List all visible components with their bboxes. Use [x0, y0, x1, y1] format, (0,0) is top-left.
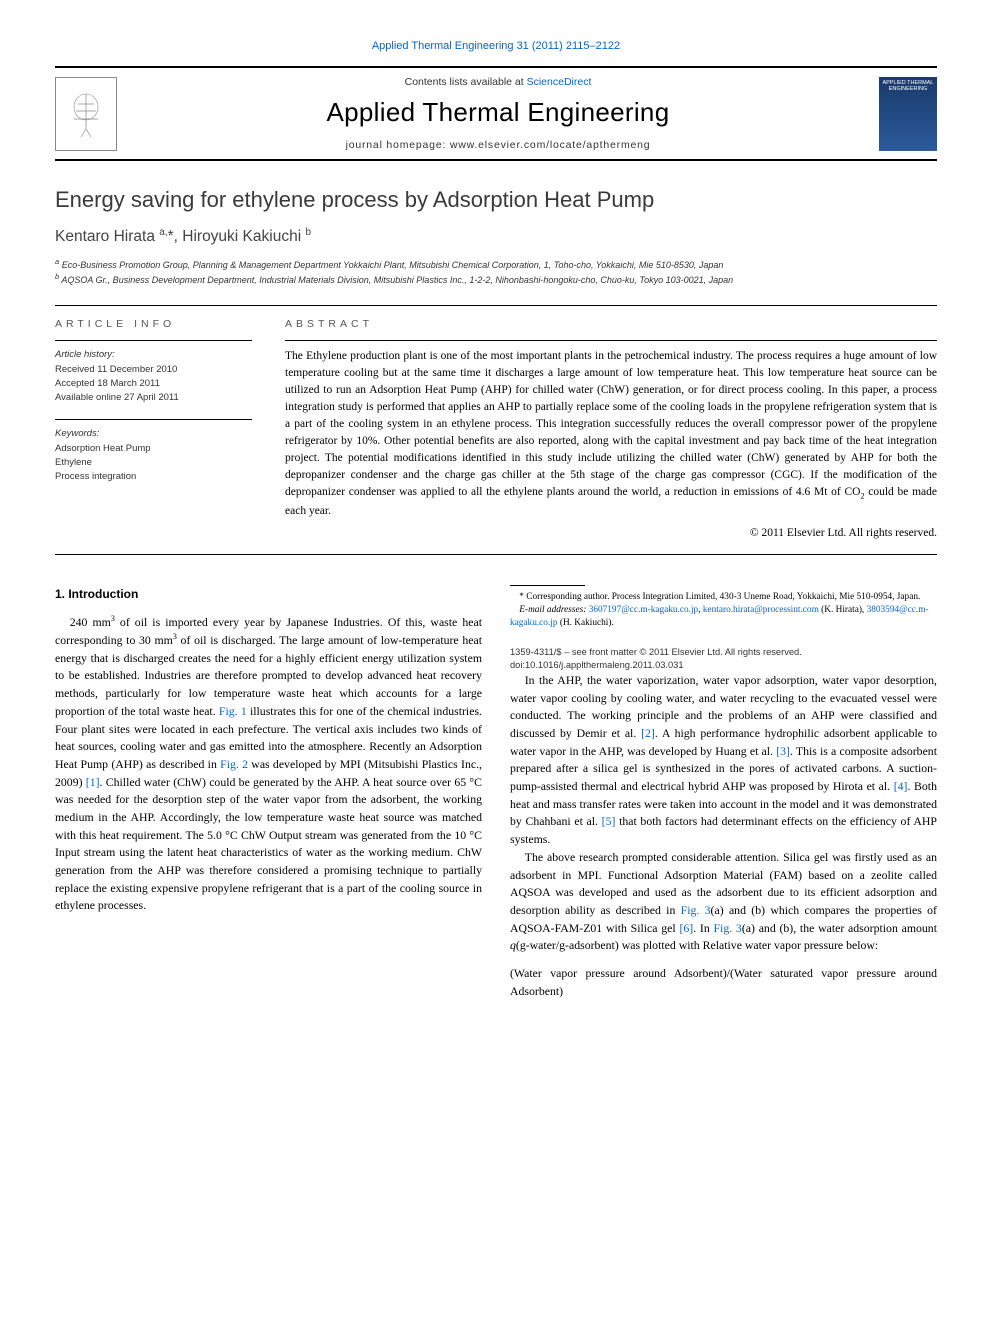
history-online: Available online 27 April 2011: [55, 391, 252, 405]
intro-para-1: 240 mm3 of oil is imported every year by…: [55, 613, 482, 916]
corresponding-author: * Corresponding author. Process Integrat…: [510, 591, 937, 604]
email-label: E-mail addresses:: [519, 605, 586, 615]
email-1[interactable]: 3607197@cc.m-kagaku.co.jp: [589, 605, 699, 615]
sciencedirect-link[interactable]: ScienceDirect: [527, 76, 592, 88]
header-center: Contents lists available at ScienceDirec…: [131, 76, 865, 151]
body-columns: 1. Introduction 240 mm3 of oil is import…: [55, 585, 937, 1001]
email-2[interactable]: kentaro.hirata@processint.com: [703, 605, 819, 615]
affiliations: a Eco-Business Promotion Group, Planning…: [55, 257, 937, 287]
keywords-label: Keywords:: [55, 427, 252, 441]
article-info: ARTICLE INFO Article history: Received 1…: [55, 306, 267, 553]
footnote-rule: [510, 585, 585, 586]
fig1-link[interactable]: Fig. 1: [219, 704, 247, 718]
intro-para-2: In the AHP, the water vaporization, wate…: [510, 672, 937, 849]
journal-cover-thumbnail: APPLIED THERMAL ENGINEERING: [879, 77, 937, 151]
keywords-block: Keywords: Adsorption Heat Pump Ethylene …: [55, 419, 252, 484]
ref4-link[interactable]: [4]: [894, 779, 908, 793]
article-history: Article history: Received 11 December 20…: [55, 340, 252, 405]
history-label: Article history:: [55, 348, 252, 362]
footnotes: * Corresponding author. Process Integrat…: [510, 591, 937, 631]
article-title: Energy saving for ethylene process by Ad…: [55, 187, 937, 213]
doi: doi:10.1016/j.applthermaleng.2011.03.031: [510, 659, 937, 672]
author-1-affil: a,: [159, 227, 167, 238]
journal-header: Contents lists available at ScienceDirec…: [55, 66, 937, 161]
formula: (Water vapor pressure around Adsorbent)/…: [510, 964, 937, 1001]
p1f: . Chilled water (ChW) could be generated…: [55, 775, 482, 913]
author-2: Hiroyuki Kakiuchi: [182, 228, 301, 245]
contents-line: Contents lists available at ScienceDirec…: [131, 76, 865, 88]
info-abstract-row: ARTICLE INFO Article history: Received 1…: [55, 305, 937, 554]
page: Applied Thermal Engineering 31 (2011) 21…: [0, 0, 992, 1041]
affiliation-b-text: AQSOA Gr., Business Development Departme…: [61, 275, 733, 285]
affiliation-a-text: Eco-Business Promotion Group, Planning &…: [62, 260, 724, 270]
history-accepted: Accepted 18 March 2011: [55, 377, 252, 391]
p3e: (g-water/g-adsorbent) was plotted with R…: [516, 938, 878, 952]
history-received: Received 11 December 2010: [55, 363, 252, 377]
affiliation-a: a Eco-Business Promotion Group, Planning…: [55, 257, 937, 272]
article-info-heading: ARTICLE INFO: [55, 318, 252, 330]
p3d: (a) and (b), the water adsorption amount: [742, 921, 937, 935]
ref5-link[interactable]: [5]: [602, 814, 616, 828]
p3c: . In: [693, 921, 713, 935]
abstract: ABSTRACT The Ethylene production plant i…: [267, 306, 937, 553]
elsevier-tree-icon: [66, 89, 106, 139]
keyword-3: Process integration: [55, 470, 252, 484]
homepage-line: journal homepage: www.elsevier.com/locat…: [131, 139, 865, 151]
email-3-who: (H. Kakiuchi).: [560, 618, 614, 628]
ref6-link[interactable]: [6]: [679, 921, 693, 935]
bottom-meta: 1359-4311/$ – see front matter © 2011 El…: [510, 646, 937, 672]
abstract-text: The Ethylene production plant is one of …: [285, 340, 937, 541]
author-1: Kentaro Hirata: [55, 228, 155, 245]
ref3-link[interactable]: [3]: [776, 744, 790, 758]
p1a: 240 mm: [70, 614, 111, 628]
footnote-block: * Corresponding author. Process Integrat…: [510, 585, 937, 672]
elsevier-logo: [55, 77, 117, 151]
abstract-heading: ABSTRACT: [285, 318, 937, 330]
abstract-body: The Ethylene production plant is one of …: [285, 350, 937, 498]
email-1-who: (K. Hirata),: [821, 605, 864, 615]
journal-name: Applied Thermal Engineering: [131, 97, 865, 128]
front-matter: 1359-4311/$ – see front matter © 2011 El…: [510, 646, 937, 659]
author-2-affil: b: [305, 227, 311, 238]
keyword-1: Adsorption Heat Pump: [55, 442, 252, 456]
abstract-copyright: © 2011 Elsevier Ltd. All rights reserved…: [285, 525, 937, 542]
homepage-prefix: journal homepage:: [346, 139, 450, 151]
authors: Kentaro Hirata a,*, Hiroyuki Kakiuchi b: [55, 227, 937, 246]
contents-prefix: Contents lists available at: [405, 76, 527, 88]
affiliation-b: b AQSOA Gr., Business Development Depart…: [55, 272, 937, 287]
fig2-link[interactable]: Fig. 2: [220, 757, 248, 771]
ref2-link[interactable]: [2]: [641, 726, 655, 740]
journal-reference: Applied Thermal Engineering 31 (2011) 21…: [55, 40, 937, 52]
keyword-2: Ethylene: [55, 456, 252, 470]
ref1-link[interactable]: [1]: [86, 775, 100, 789]
homepage-url: www.elsevier.com/locate/apthermeng: [450, 139, 651, 151]
fig3a-link[interactable]: Fig. 3: [681, 903, 711, 917]
section-1-heading: 1. Introduction: [55, 585, 482, 603]
email-line: E-mail addresses: 3607197@cc.m-kagaku.co…: [510, 604, 937, 631]
fig3b-link[interactable]: Fig. 3: [714, 921, 742, 935]
intro-para-3: The above research prompted considerable…: [510, 849, 937, 955]
